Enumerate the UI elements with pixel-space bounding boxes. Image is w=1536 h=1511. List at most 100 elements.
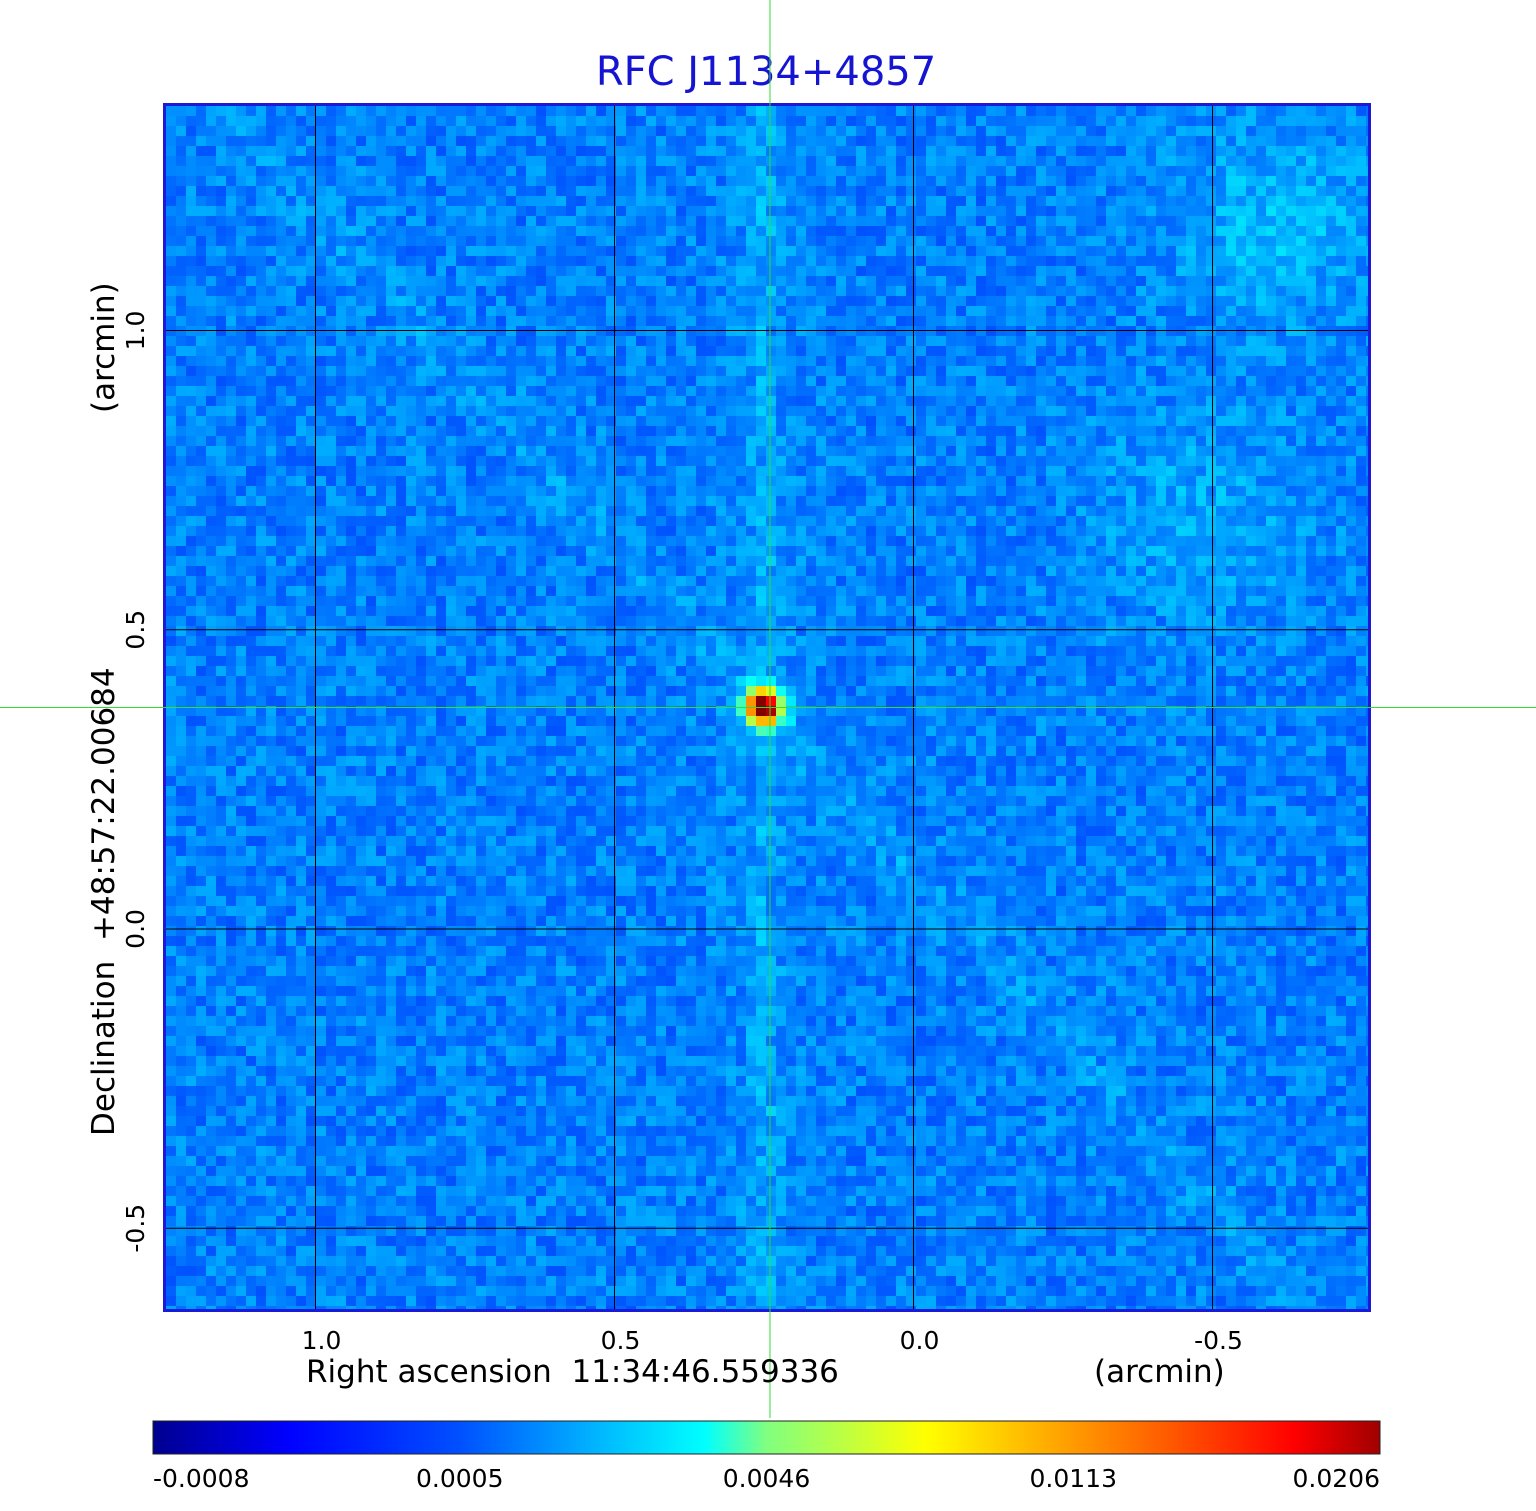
heatmap-cell [646,296,656,306]
heatmap-cell [1226,476,1236,486]
heatmap-cell [1246,466,1256,476]
heatmap-cell [1226,176,1236,186]
heatmap-cell [1246,246,1256,256]
heatmap-cell [676,356,686,366]
heatmap-cell [1246,116,1256,126]
heatmap-cell [1166,426,1176,436]
heatmap-cell [816,196,826,206]
heatmap-cell [456,196,466,206]
heatmap-cell [716,116,726,126]
heatmap-cell [606,386,616,396]
heatmap-cell [1006,316,1016,326]
heatmap-cell [716,426,726,436]
heatmap-cell [1006,456,1016,466]
heatmap-cell [1136,436,1146,446]
heatmap-cell [1126,496,1136,506]
heatmap-cell [586,156,596,166]
heatmap-cell [766,166,776,176]
heatmap-cell [246,156,256,166]
heatmap-cell [1216,226,1226,236]
heatmap-cell [836,386,846,396]
heatmap-cell [536,326,546,336]
heatmap-cell [686,426,696,436]
heatmap-cell [826,136,836,146]
heatmap-cell [406,336,416,346]
heatmap-cell [976,206,986,216]
heatmap-cell [626,496,636,506]
heatmap-cell [996,306,1006,316]
heatmap-cell [676,336,686,346]
heatmap-cell [406,376,416,386]
heatmap-cell [286,406,296,416]
heatmap-cell [1086,226,1096,236]
heatmap-cell [786,476,796,486]
heatmap-cell [1186,166,1196,176]
heatmap-cell [776,266,786,276]
heatmap-cell [1296,306,1306,316]
heatmap-cell [736,216,746,226]
heatmap-cell [436,346,446,356]
heatmap-cell [936,486,946,496]
heatmap-cell [766,346,776,356]
heatmap-cell [826,476,836,486]
heatmap-cell [1326,446,1336,456]
heatmap-cell [1076,346,1086,356]
heatmap-cell [776,326,786,336]
heatmap-cell [906,106,916,116]
heatmap-cell [596,306,606,316]
heatmap-cell [576,136,586,146]
heatmap-cell [196,376,206,386]
heatmap-cell [736,136,746,146]
heatmap-cell [1246,486,1256,496]
heatmap-cell [836,456,846,466]
heatmap-cell [316,476,326,486]
heatmap-cell [1216,136,1226,146]
heatmap-cell [476,366,486,376]
heatmap-cell [1326,266,1336,276]
heatmap-cell [356,426,366,436]
heatmap-cell [1116,266,1126,276]
heatmap-cell [246,336,256,346]
heatmap-cell [1176,456,1186,466]
heatmap-cell [1006,296,1016,306]
heatmap-cell [796,276,806,286]
heatmap-cell [1336,376,1346,386]
heatmap-cell [1326,456,1336,466]
heatmap-cell [396,216,406,226]
heatmap-cell [376,196,386,206]
heatmap-cell [1026,316,1036,326]
heatmap-cell [1296,336,1306,346]
heatmap-cell [426,316,436,326]
heatmap-cell [896,326,906,336]
heatmap-cell [1306,476,1316,486]
heatmap-cell [416,426,426,436]
heatmap-cell [426,216,436,226]
heatmap-cell [936,316,946,326]
heatmap-cell [896,216,906,226]
heatmap-cell [1086,306,1096,316]
heatmap-cell [1136,466,1146,476]
heatmap-cell [1026,166,1036,176]
heatmap-cell [656,296,666,306]
heatmap-cell [1296,196,1306,206]
heatmap-cell [286,376,296,386]
heatmap-cell [1296,356,1306,366]
heatmap-cell [1156,296,1166,306]
heatmap-cell [1176,446,1186,456]
heatmap-cell [536,206,546,216]
heatmap-cell [246,296,256,306]
heatmap-cell [996,346,1006,356]
heatmap-cell [586,296,596,306]
heatmap-cell [786,206,796,216]
heatmap-cell [746,346,756,356]
heatmap-cell [1246,446,1256,456]
heatmap-cell [326,506,336,516]
heatmap-cell [1286,476,1296,486]
heatmap-cell [396,126,406,136]
heatmap-cell [1086,206,1096,216]
heatmap-cell [246,436,256,446]
heatmap-cell [456,436,466,446]
heatmap-cell [556,246,566,256]
heatmap-cell [1326,226,1336,236]
heatmap-cell [506,426,516,436]
